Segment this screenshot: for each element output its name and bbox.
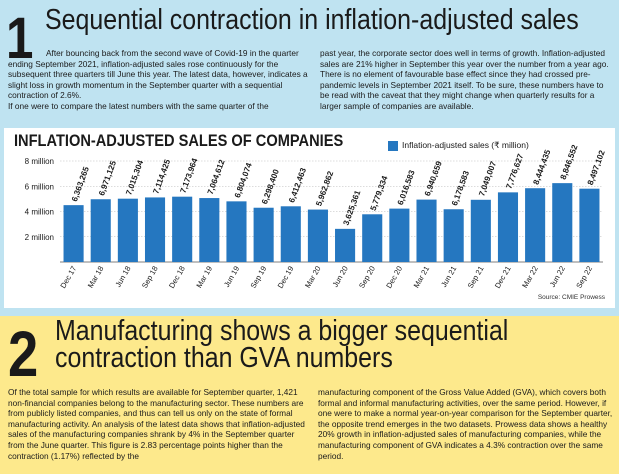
x-tick-label: Mar 21 <box>412 265 432 290</box>
bar-value-label: 6,940,659 <box>423 160 444 198</box>
section-two-paragraph-left: Of the total sample for which results ar… <box>8 387 305 461</box>
x-tick-label: Jun 18 <box>113 265 132 289</box>
y-tick-label: 6 million <box>25 182 54 191</box>
bar <box>226 201 247 262</box>
x-tick-label: Jun 22 <box>548 265 567 289</box>
x-tick-label: Dec 19 <box>276 265 296 290</box>
section-two-number: 2 <box>8 318 39 390</box>
bar-value-label: 7,114,425 <box>151 158 172 195</box>
bar <box>579 188 600 262</box>
bar-value-label: 6,804,074 <box>233 161 254 199</box>
x-tick-label: Mar 20 <box>303 265 323 290</box>
x-tick-label: Mar 19 <box>194 265 214 290</box>
legend-swatch <box>388 140 398 151</box>
bar <box>335 228 356 262</box>
y-tick-label: 8 million <box>25 157 54 166</box>
y-tick-label: 2 million <box>25 233 54 242</box>
section-two-paragraph-right: manufacturing component of the Gross Val… <box>318 387 613 461</box>
x-tick-label: Sep 19 <box>249 265 269 290</box>
section-two-background <box>0 316 619 474</box>
bar <box>416 199 437 262</box>
bar <box>307 209 328 262</box>
x-tick-label: Dec 17 <box>58 265 78 290</box>
bar-value-label: 5,962,862 <box>314 170 335 208</box>
bar-value-label: 7,776,627 <box>504 152 525 190</box>
bar <box>63 205 84 262</box>
chart-legend: Inflation-adjusted sales (₹ million) <box>388 140 529 151</box>
bar-value-label: 8,846,552 <box>559 143 580 181</box>
bar-value-label: 7,173,964 <box>179 157 200 195</box>
bar <box>552 183 573 262</box>
bar-value-label: 8,444,435 <box>532 148 553 186</box>
section-one-heading: Sequential contraction in inflation-adju… <box>45 4 579 36</box>
x-tick-label: Sep 22 <box>574 265 594 290</box>
x-tick-label: Sep 20 <box>357 265 377 290</box>
x-tick-label: Jun 21 <box>439 265 458 289</box>
section-two-heading: Manufacturing shows a bigger sequential … <box>55 315 509 374</box>
bar-value-label: 8,497,102 <box>586 149 607 187</box>
x-tick-label: Sep 18 <box>140 265 160 290</box>
bar <box>525 188 546 262</box>
x-tick-label: Mar 22 <box>520 265 540 290</box>
section-one-number: 1 <box>6 6 34 71</box>
x-tick-label: Mar 18 <box>86 265 106 290</box>
y-tick-label: 4 million <box>25 208 54 217</box>
x-tick-label: Jun 20 <box>331 265 350 289</box>
bar <box>117 198 138 262</box>
legend-label: Inflation-adjusted sales (₹ million) <box>402 140 529 150</box>
x-tick-label: Sep 21 <box>466 265 486 290</box>
bar-value-label: 6,178,583 <box>450 169 471 207</box>
bar <box>199 198 220 262</box>
bar <box>172 196 193 262</box>
chart-title: INFLATION-ADJUSTED SALES OF COMPANIES <box>14 131 344 150</box>
bar <box>443 209 464 262</box>
section-one-paragraph-right: past year, the corporate sector does wel… <box>320 48 609 111</box>
bar-value-label: 6,412,463 <box>287 166 308 204</box>
bar <box>144 197 166 262</box>
chart-source: Source: CMIE Prowess <box>537 294 605 301</box>
x-tick-label: Dec 18 <box>167 265 187 290</box>
bar-value-label: 7,064,612 <box>206 158 227 196</box>
x-tick-label: Dec 21 <box>493 265 513 290</box>
bar-value-label: 6,298,400 <box>260 168 281 206</box>
x-tick-label: Dec 20 <box>384 265 404 290</box>
bar <box>470 199 491 262</box>
bar <box>90 199 111 262</box>
bar <box>253 207 274 262</box>
bar <box>389 208 410 262</box>
bar-value-label: 6,363,265 <box>70 165 91 203</box>
bar <box>497 192 519 262</box>
bar-value-label: 3,625,361 <box>341 189 362 227</box>
bar <box>280 206 301 262</box>
bar-value-label: 7,049,007 <box>477 160 498 198</box>
x-tick-label: Jun 19 <box>222 265 241 289</box>
bar-value-label: 5,779,334 <box>369 174 390 212</box>
section-one-paragraph-left: After bouncing back from the second wave… <box>8 48 308 111</box>
bar-value-label: 6,016,583 <box>396 169 417 207</box>
bar-value-label: 6,971,125 <box>97 159 118 197</box>
bar <box>362 214 383 262</box>
bar-value-label: 7,015,304 <box>124 159 145 197</box>
